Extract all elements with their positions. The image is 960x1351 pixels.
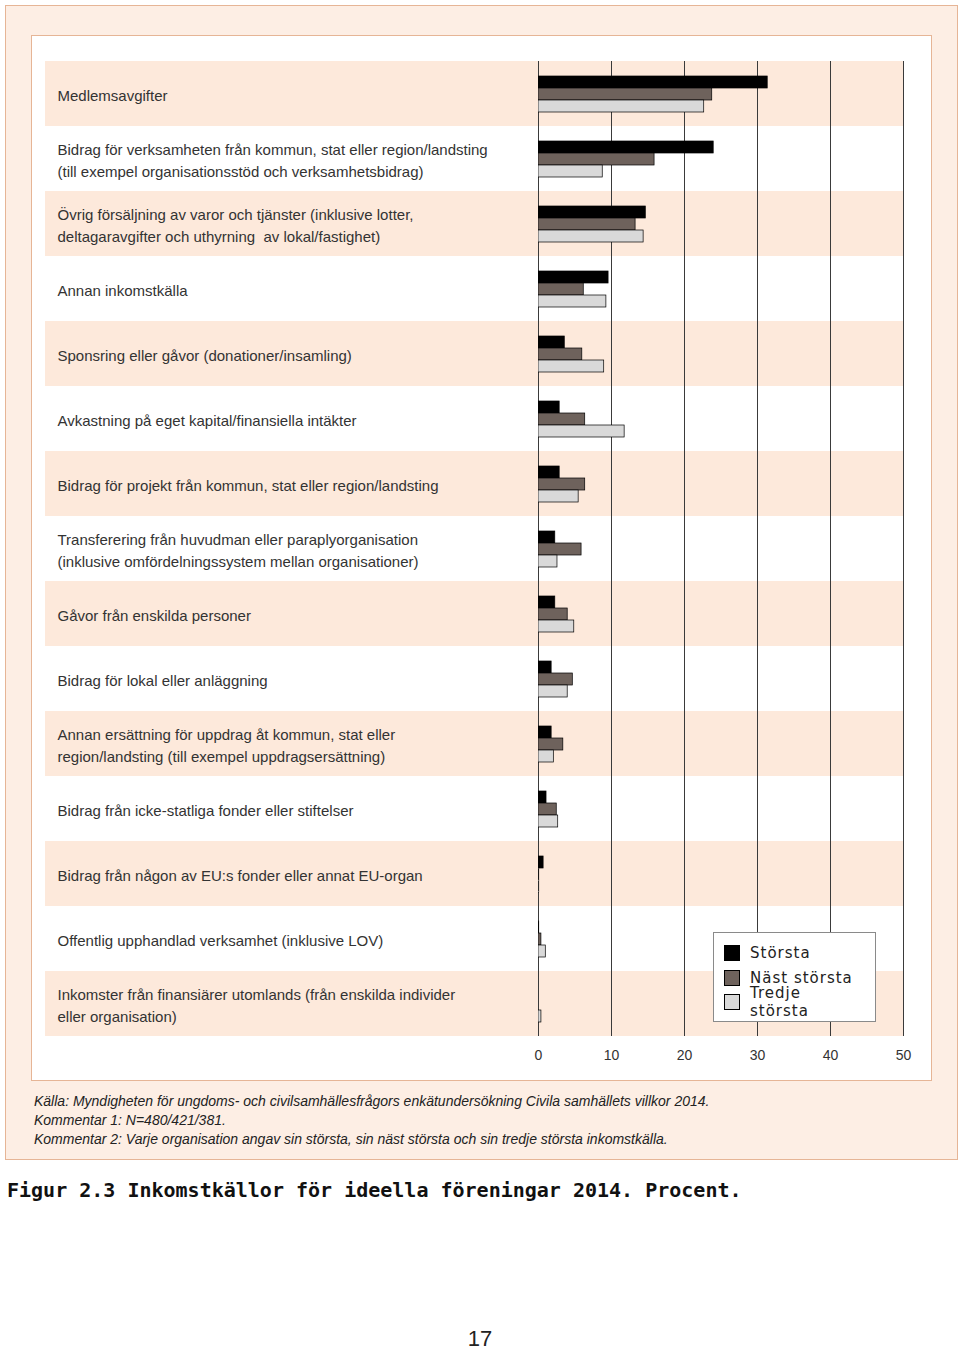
svg-text:Bidrag för verksamheten från k: Bidrag för verksamheten från kommun, sta… bbox=[58, 141, 488, 180]
svg-text:Inkomster från finansiärer uto: Inkomster från finansiärer utomlands (fr… bbox=[58, 986, 456, 1025]
svg-text:40: 40 bbox=[823, 1047, 839, 1063]
svg-text:Bidrag från någon av EU:s fond: Bidrag från någon av EU:s fonder eller a… bbox=[58, 867, 423, 884]
svg-text:50: 50 bbox=[896, 1047, 912, 1063]
html-text:Källa: Myndigheten för ungdoms: Källa: Myndigheten för ungdoms- och civi… bbox=[34, 1093, 710, 1109]
html-text:Kommentar 1: N=480/421/381.: Kommentar 1: N=480/421/381. bbox=[34, 1112, 226, 1128]
html-text:Största: Största bbox=[750, 944, 811, 963]
html-text:17: 17 bbox=[467, 1326, 493, 1351]
svg-text:Gåvor från enskilda personer: Gåvor från enskilda personer bbox=[58, 607, 251, 624]
svg-text:Offentlig upphandlad verksamhe: Offentlig upphandlad verksamhet (inklusi… bbox=[58, 932, 384, 949]
svg-text:10: 10 bbox=[604, 1047, 620, 1063]
html-text:Näst största: Näst största bbox=[750, 968, 853, 987]
svg-text:Annan inkomstkälla: Annan inkomstkälla bbox=[58, 282, 189, 299]
svg-text:Bidrag för projekt från kommun: Bidrag för projekt från kommun, stat ell… bbox=[58, 477, 439, 494]
svg-text:Övrig försäljning av varor och: Övrig försäljning av varor och tjänster … bbox=[58, 206, 414, 245]
svg-text:Bidrag för lokal eller anläggn: Bidrag för lokal eller anläggning bbox=[58, 672, 268, 689]
svg-text:Bidrag från icke-statliga fond: Bidrag från icke-statliga fonder eller s… bbox=[58, 802, 354, 819]
svg-text:Medlemsavgifter: Medlemsavgifter bbox=[58, 87, 168, 104]
svg-text:Transferering från huvudman el: Transferering från huvudman eller parapl… bbox=[58, 531, 419, 570]
svg-text:30: 30 bbox=[750, 1047, 766, 1063]
html-text:Figur 2.3 Inkomstkällor för id: Figur 2.3 Inkomstkällor för ideella före… bbox=[7, 1178, 742, 1202]
html-text:Kommentar 2: Varje organisatio: Kommentar 2: Varje organisation angav si… bbox=[34, 1131, 668, 1147]
svg-text:0: 0 bbox=[535, 1047, 543, 1063]
svg-text:20: 20 bbox=[677, 1047, 693, 1063]
svg-text:Annan ersättning för uppdrag å: Annan ersättning för uppdrag åt kommun, … bbox=[58, 726, 396, 765]
html-text:Tredje största: Tredje största bbox=[749, 984, 809, 1021]
svg-text:Sponsring eller gåvor (donatio: Sponsring eller gåvor (donationer/insaml… bbox=[58, 347, 352, 364]
svg-text:Avkastning på eget kapital/fin: Avkastning på eget kapital/finansiella i… bbox=[58, 412, 357, 429]
